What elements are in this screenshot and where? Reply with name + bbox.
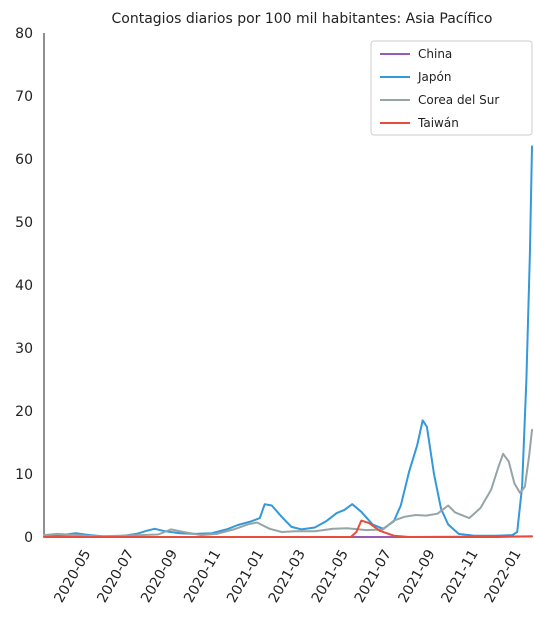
x-tick-labels: 2020-05 2020-07 2020-09 2020-11 2021-012021-… xyxy=(51,547,524,606)
chart-title: Contagios diarios por 100 mil habitantes… xyxy=(112,11,493,27)
y-tick-label: 70 xyxy=(15,89,33,105)
y-tick-label: 30 xyxy=(15,341,33,357)
series-lines xyxy=(43,145,533,538)
x-tick-label: 2021-01 xyxy=(224,547,267,606)
y-tick-label: 50 xyxy=(15,215,33,231)
y-tick-label: 0 xyxy=(24,530,33,546)
y-tick-labels: 0 10 20 30 40 50 60 70 80 xyxy=(15,26,33,546)
y-tick-label: 80 xyxy=(15,26,33,42)
x-tick-label: 2020-09 xyxy=(138,547,181,606)
legend-label: Japón xyxy=(417,70,451,84)
x-tick-label: 2021-09 xyxy=(396,547,439,606)
series-line-corea-del-sur xyxy=(43,428,533,538)
x-tick-label: 2022-01 xyxy=(482,547,525,606)
x-tick-label: 2020-07 xyxy=(94,547,137,606)
legend-label: Taiwán xyxy=(417,116,459,130)
legend-box xyxy=(370,40,533,136)
x-tick-label: 2021-07 xyxy=(352,547,395,606)
y-tick-label: 60 xyxy=(15,152,33,168)
y-tick-label: 40 xyxy=(15,278,33,294)
legend: China Japón Corea del Sur Taiwán xyxy=(370,40,533,136)
x-tick-label: 2020-11 xyxy=(181,547,224,606)
x-tick-label: 2021-05 xyxy=(309,547,352,606)
legend-label: China xyxy=(418,47,452,61)
series-line-jap-n xyxy=(43,145,533,538)
y-tick-label: 20 xyxy=(15,404,33,420)
x-tick-label: 2021-11 xyxy=(439,547,482,606)
series-line-taiw-n xyxy=(43,519,533,538)
x-tick-label: 2020-05 xyxy=(51,547,94,606)
legend-label: Corea del Sur xyxy=(418,93,499,107)
x-tick-label: 2021-03 xyxy=(266,547,309,606)
y-tick-label: 10 xyxy=(15,467,33,483)
